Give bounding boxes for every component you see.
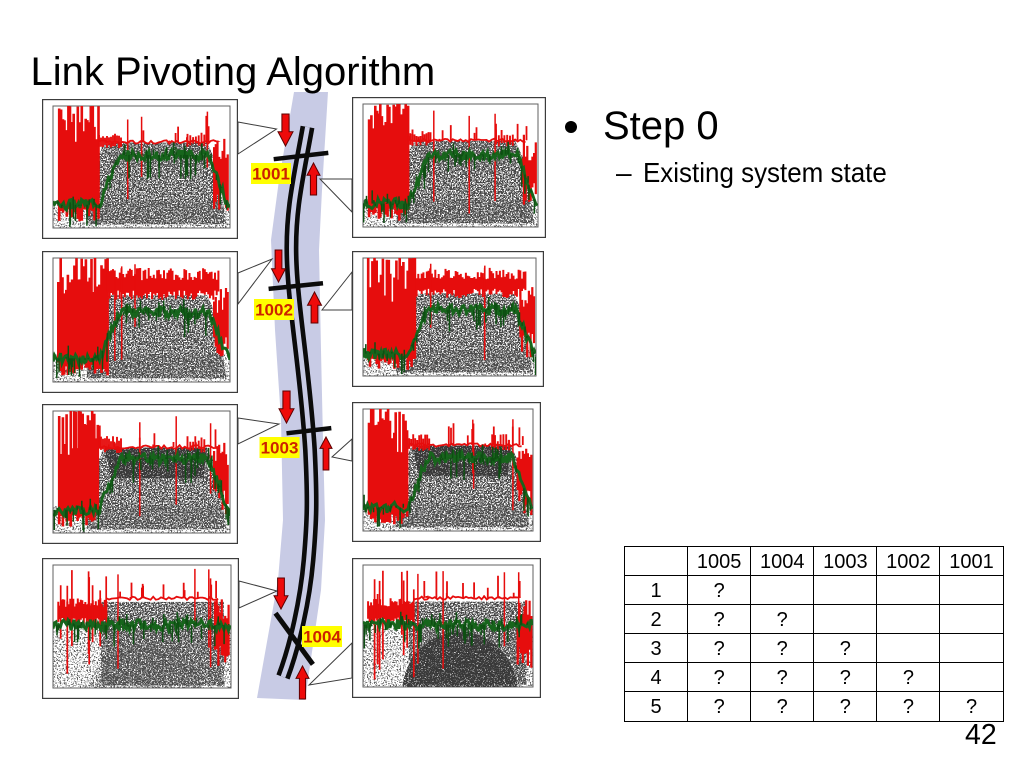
- svg-text:1001: 1001: [252, 165, 290, 184]
- svg-text:1002: 1002: [255, 301, 293, 320]
- svg-text:1003: 1003: [261, 439, 299, 458]
- svg-text:1004: 1004: [303, 628, 341, 647]
